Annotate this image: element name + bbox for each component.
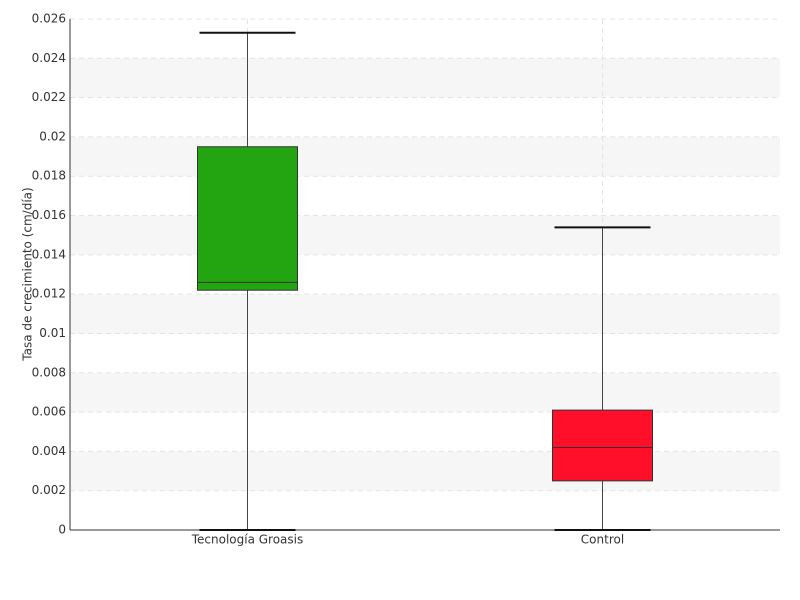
x-tick-label: Control — [581, 533, 624, 547]
y-tick-label: 0.018 — [32, 169, 66, 183]
x-tick-label: Tecnología Groasis — [191, 533, 304, 547]
grid-band — [70, 372, 780, 413]
y-tick-label: 0.014 — [32, 247, 66, 261]
box — [197, 146, 298, 291]
y-tick-label: 0 — [58, 523, 66, 537]
y-tick-label: 0.002 — [32, 483, 66, 497]
y-axis-label: Tasa de crecimiento (cm/día) — [21, 187, 35, 361]
y-tick-label: 0.022 — [32, 90, 66, 104]
y-tick-label: 0.004 — [32, 444, 66, 458]
y-tick-label: 0.026 — [32, 12, 66, 26]
y-tick-label: 0.008 — [32, 365, 66, 379]
grid-band — [70, 136, 780, 177]
grid-band — [70, 58, 780, 98]
y-tick-label: 0.024 — [32, 51, 66, 65]
grid-band — [70, 451, 780, 491]
y-tick-label: 0.012 — [32, 287, 66, 301]
y-tick-label: 0.016 — [32, 208, 66, 222]
y-tick-label: 0.01 — [39, 326, 66, 340]
y-tick-label: 0.02 — [39, 129, 66, 143]
grid-band — [70, 215, 780, 255]
y-tick-label: 0.006 — [32, 405, 66, 419]
grid-band — [70, 294, 780, 334]
box — [552, 409, 653, 482]
